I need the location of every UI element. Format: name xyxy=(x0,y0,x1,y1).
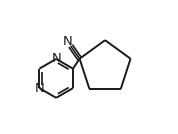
Text: N: N xyxy=(63,35,72,48)
Text: N: N xyxy=(51,52,61,66)
Text: N: N xyxy=(35,82,44,95)
